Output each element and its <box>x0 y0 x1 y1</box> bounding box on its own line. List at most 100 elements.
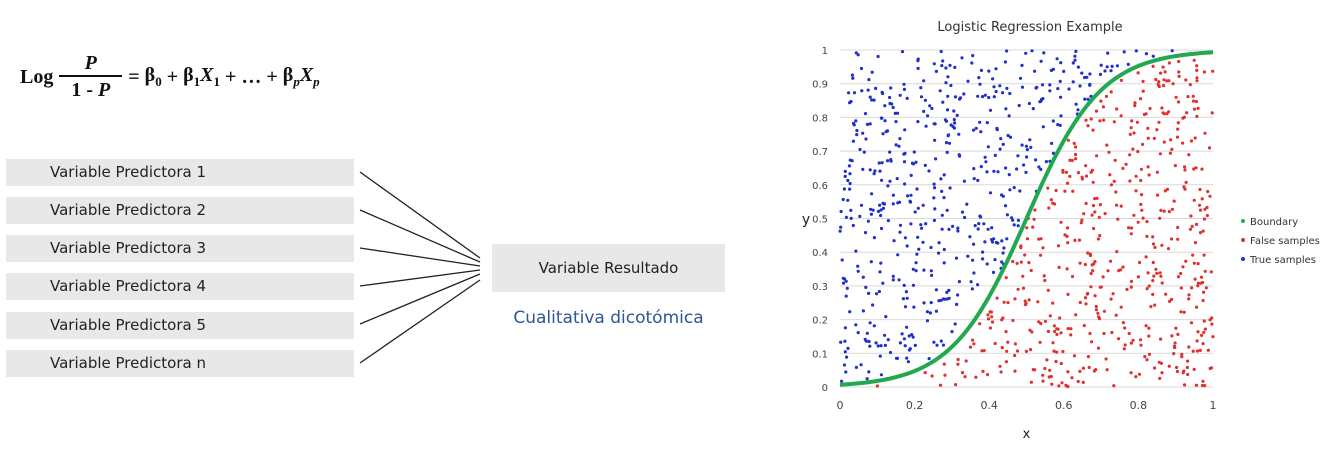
false-sample-point-402 <box>1114 190 1118 194</box>
y-axis-label: y <box>802 212 810 228</box>
true-sample-point-223 <box>991 270 996 274</box>
false-sample-point-283 <box>1092 226 1096 231</box>
true-sample-point-110 <box>973 224 977 228</box>
false-sample-point-432 <box>1187 297 1191 301</box>
true-sample-point-236 <box>1010 216 1014 220</box>
true-sample-point-481 <box>886 184 890 188</box>
false-sample-point-437 <box>1089 117 1093 121</box>
false-sample-point-87 <box>1122 347 1126 351</box>
true-sample-point-479 <box>908 200 913 204</box>
true-sample-point-378 <box>1144 52 1148 56</box>
false-sample-point-2 <box>1050 382 1054 386</box>
true-sample-point-245 <box>841 197 845 202</box>
false-sample-point-506 <box>1131 338 1135 342</box>
true-sample-point-445 <box>942 247 946 252</box>
false-sample-point-484 <box>1196 262 1200 266</box>
true-sample-point-26 <box>1007 114 1011 118</box>
false-sample-point-199 <box>1162 78 1166 82</box>
true-sample-point-162 <box>916 206 920 210</box>
true-sample-point-365 <box>957 132 961 136</box>
true-sample-point-383 <box>956 229 960 233</box>
false-sample-point-398 <box>1182 165 1187 169</box>
true-sample-point-454 <box>876 344 880 348</box>
false-sample-point-456 <box>1194 222 1199 226</box>
false-sample-point-454 <box>1181 116 1185 120</box>
true-sample-point-355 <box>903 128 907 132</box>
true-sample-point-432 <box>1040 97 1044 102</box>
false-sample-point-194 <box>1201 298 1205 303</box>
true-sample-point-293 <box>946 75 950 79</box>
true-sample-point-148 <box>841 281 846 285</box>
true-sample-point-243 <box>914 261 918 265</box>
true-sample-point-489 <box>986 227 990 231</box>
false-sample-point-384 <box>1193 241 1197 245</box>
true-sample-point-358 <box>922 109 926 113</box>
true-sample-point-374 <box>886 338 890 342</box>
false-sample-point-447 <box>1068 174 1072 178</box>
false-sample-point-444 <box>1161 65 1165 69</box>
false-sample-point-122 <box>1192 58 1196 62</box>
false-sample-point-346 <box>1167 364 1171 368</box>
false-sample-point-496 <box>1117 337 1121 341</box>
false-sample-point-333 <box>988 310 992 314</box>
true-sample-point-392 <box>1003 60 1008 64</box>
true-sample-point-292 <box>929 245 933 250</box>
true-sample-point-65 <box>1110 64 1114 68</box>
false-sample-point-504 <box>1167 110 1171 114</box>
true-sample-point-447 <box>844 215 849 219</box>
true-sample-point-120 <box>1098 72 1103 76</box>
true-sample-point-471 <box>848 158 852 162</box>
false-sample-point-165 <box>1195 349 1199 353</box>
false-sample-point-152 <box>1200 383 1205 388</box>
false-sample-point-392 <box>988 326 993 330</box>
false-sample-point-57 <box>1110 330 1114 335</box>
predictor-box-3: Variable Predictora 3 <box>6 235 354 262</box>
true-sample-point-81 <box>1016 154 1020 158</box>
false-sample-point-127 <box>1095 154 1099 158</box>
true-sample-point-403 <box>912 162 916 166</box>
true-sample-point-419 <box>1020 85 1025 89</box>
true-sample-point-371 <box>855 133 859 137</box>
false-sample-point-187 <box>1190 286 1194 290</box>
false-sample-point-71 <box>1195 305 1199 309</box>
false-sample-point-497 <box>1115 203 1119 207</box>
true-sample-point-12 <box>932 340 936 344</box>
true-sample-point-314 <box>884 315 888 319</box>
false-sample-point-319 <box>956 362 960 366</box>
false-sample-point-258 <box>1192 198 1196 202</box>
true-sample-point-224 <box>906 360 911 364</box>
true-sample-point-100 <box>844 294 848 298</box>
true-sample-point-281 <box>1048 83 1052 87</box>
false-sample-point-508 <box>1139 178 1143 183</box>
true-sample-point-219 <box>1085 75 1089 79</box>
true-sample-point-464 <box>863 231 868 235</box>
true-sample-point-426 <box>842 187 847 191</box>
true-sample-point-239 <box>909 173 913 177</box>
false-sample-point-15 <box>1121 265 1125 269</box>
false-sample-point-255 <box>1155 271 1159 275</box>
false-sample-point-439 <box>1207 146 1212 150</box>
true-sample-point-40 <box>1016 224 1020 228</box>
true-sample-point-160 <box>871 208 875 212</box>
true-sample-point-94 <box>1018 76 1023 80</box>
predictor-box-4: Variable Predictora 4 <box>6 273 354 300</box>
false-sample-point-67 <box>1013 342 1018 346</box>
false-sample-point-408 <box>1128 153 1132 157</box>
connector-line-5 <box>359 273 481 325</box>
true-sample-point-107 <box>972 167 976 171</box>
false-sample-point-101 <box>1077 238 1082 242</box>
true-sample-point-127 <box>960 56 964 60</box>
true-sample-point-453 <box>978 214 982 218</box>
false-sample-point-336 <box>1084 302 1088 306</box>
y-tick-label-0: 0 <box>822 383 828 394</box>
false-sample-point-257 <box>1046 329 1050 333</box>
false-sample-point-218 <box>1203 269 1207 273</box>
true-sample-point-335 <box>977 222 981 226</box>
true-sample-point-143 <box>911 267 915 271</box>
y-tick-label-10: 1 <box>822 46 828 57</box>
true-sample-point-344 <box>937 299 941 303</box>
false-sample-point-491 <box>1043 319 1047 323</box>
true-sample-point-390 <box>912 305 916 309</box>
false-sample-point-14 <box>1081 366 1085 370</box>
false-sample-point-131 <box>1195 79 1199 83</box>
